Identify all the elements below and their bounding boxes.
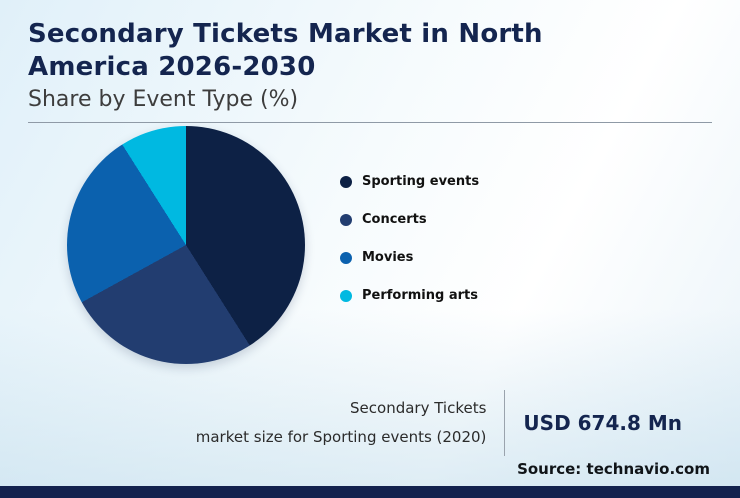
legend-dot-icon bbox=[340, 213, 352, 226]
legend-item: Sporting events bbox=[340, 174, 479, 189]
legend-dot-icon bbox=[340, 289, 352, 302]
pie-chart bbox=[67, 126, 305, 364]
stat-label-line2: market size for Sporting events (2020) bbox=[195, 428, 487, 446]
legend-item: Concerts bbox=[340, 212, 479, 227]
legend-label: Sporting events bbox=[362, 174, 480, 189]
chart-legend: Sporting events Concerts Movies Performi… bbox=[340, 174, 479, 303]
legend-label: Concerts bbox=[362, 212, 427, 227]
page-subtitle: Share by Event Type (%) bbox=[28, 86, 299, 112]
stat-label-line1: Secondary Tickets bbox=[350, 399, 487, 417]
legend-item: Movies bbox=[340, 250, 479, 265]
legend-dot-icon bbox=[340, 175, 352, 188]
market-size-stat: Secondary Tickets market size for Sporti… bbox=[0, 390, 682, 456]
header: Secondary Tickets Market in North Americ… bbox=[28, 18, 712, 131]
title-divider bbox=[28, 121, 712, 123]
stat-label: Secondary Tickets market size for Sporti… bbox=[196, 394, 487, 452]
stat-value: USD 674.8 Mn bbox=[523, 411, 682, 435]
source-text: Source: technavio.com bbox=[517, 460, 710, 478]
legend-label: Performing arts bbox=[362, 288, 478, 303]
legend-item: Performing arts bbox=[340, 288, 479, 303]
bottom-accent-bar bbox=[0, 486, 740, 498]
page-title: Secondary Tickets Market in North Americ… bbox=[28, 19, 543, 83]
stat-divider bbox=[504, 390, 506, 456]
legend-dot-icon bbox=[340, 251, 352, 264]
legend-label: Movies bbox=[362, 250, 414, 265]
